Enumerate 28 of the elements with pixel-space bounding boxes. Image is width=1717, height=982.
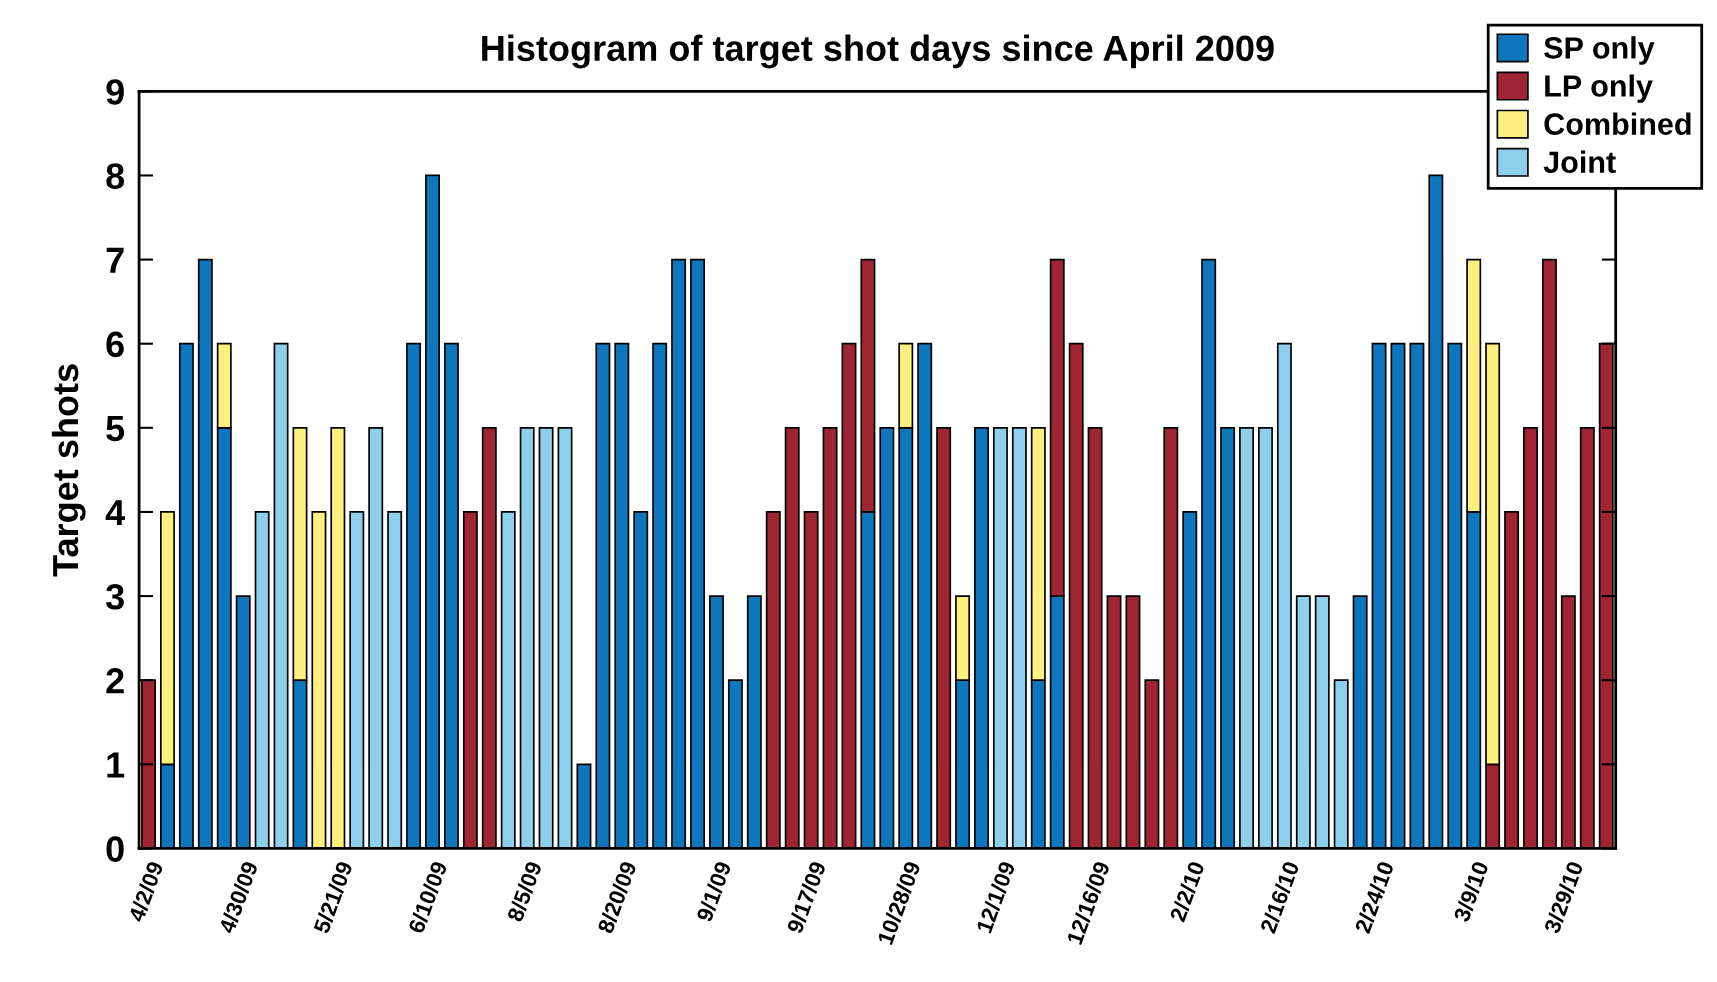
y-tick-label: 5 [106,416,125,442]
x-tick-label: 4/2/09 [127,860,164,923]
y-tick-label: 1 [107,752,125,778]
x-tick-label: 12/1/09 [975,860,1016,934]
y-axis-title: Target shots [51,364,86,577]
y-tick-label: 6 [106,331,124,358]
x-tick-label: 2/24/10 [1353,860,1395,935]
x-tick-label: 3/9/10 [1452,860,1489,923]
x-tick-label: 2/16/10 [1259,860,1300,935]
y-tick-label: 2 [106,668,124,694]
legend-label: Combined [1544,112,1691,135]
legend-label: Joint [1543,150,1616,174]
y-tick-label: 7 [106,247,124,273]
x-tick-label: 9/17/09 [786,860,827,935]
legend-label: LP only [1545,74,1653,103]
x-tick-label: 9/1/09 [695,860,732,923]
x-tick-label: 4/30/09 [217,860,259,935]
legend-label: SP only [1544,36,1655,65]
y-tick-label: 9 [106,79,124,105]
x-tick-label: 3/29/10 [1543,860,1584,935]
chart-title: Histogram of target shot days since April 2009 [482,34,1274,69]
y-tick-label: 8 [106,163,125,189]
x-tick-label: 2/2/10 [1168,860,1205,923]
x-tick-label: 6/10/09 [407,860,448,935]
y-tick-label: 4 [105,500,125,526]
y-tick-label: 0 [106,836,124,862]
y-tick-label: 3 [105,583,124,610]
x-tick-label: 8/5/09 [506,860,543,923]
